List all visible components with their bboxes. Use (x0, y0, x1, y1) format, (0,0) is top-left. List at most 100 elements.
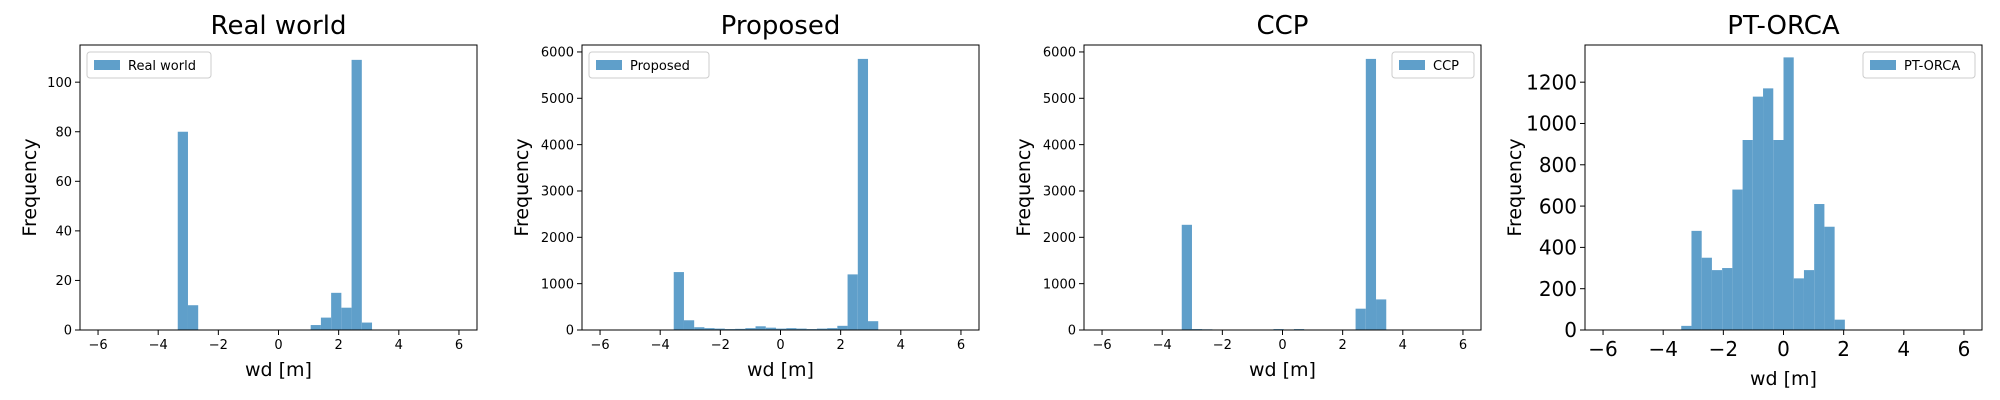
histogram-bar (1376, 299, 1387, 330)
histogram-bar (341, 307, 352, 330)
y-tick-label: 80 (55, 125, 72, 140)
y-tick-label: 1000 (1526, 112, 1577, 136)
histogram-bar (361, 322, 373, 330)
histogram-bar (1365, 58, 1377, 331)
y-tick-label: 2000 (1043, 231, 1076, 246)
legend-swatch (94, 60, 120, 70)
y-tick-label: 40 (55, 225, 72, 240)
y-tick-label: 5000 (541, 92, 574, 107)
legend-box (86, 51, 212, 79)
x-tick-label: −6 (1588, 337, 1617, 361)
y-tick-label: 0 (566, 324, 574, 339)
x-axis-label: wd [m] (1750, 368, 1817, 390)
histogram-bar (868, 321, 879, 330)
x-tick-label: 0 (776, 338, 784, 353)
histogram-bar (177, 131, 188, 330)
x-tick-label: −4 (1153, 338, 1172, 353)
histogram-bar (765, 327, 776, 330)
y-tick-label: 800 (1539, 153, 1577, 177)
x-tick-label: −4 (651, 338, 670, 353)
histogram-bar (310, 325, 321, 330)
histogram-bar (331, 292, 342, 330)
legend-swatch (1870, 60, 1896, 70)
x-tick-label: −6 (590, 338, 609, 353)
histogram-bar (816, 328, 828, 330)
y-tick-label: 6000 (1043, 46, 1076, 61)
y-tick-label: 1000 (1043, 277, 1076, 292)
chart-title: CCP (1257, 11, 1309, 41)
y-tick-label: 400 (1539, 236, 1577, 260)
legend-swatch (596, 60, 622, 70)
histogram-bar (735, 328, 746, 330)
y-tick-label: 0 (64, 324, 72, 339)
legend-box (1391, 51, 1475, 79)
legend: Real world (86, 51, 212, 79)
x-tick-label: −2 (1213, 338, 1232, 353)
histogram-bar (187, 305, 199, 330)
chart-title: Real world (211, 11, 347, 41)
x-axis-label: wd [m] (245, 359, 312, 381)
y-axis-label: Frequency (1504, 138, 1526, 236)
y-tick-label: 1000 (541, 277, 574, 292)
x-tick-label: 4 (1897, 337, 1910, 361)
x-tick-label: 2 (335, 338, 343, 353)
histogram-bar (1742, 140, 1753, 330)
x-tick-label: 4 (395, 338, 403, 353)
y-tick-label: 2000 (541, 231, 574, 246)
legend-label: Proposed (630, 59, 690, 74)
y-tick-label: 5000 (1043, 92, 1076, 107)
x-tick-label: 4 (1399, 338, 1407, 353)
legend: Proposed (588, 51, 710, 79)
histogram-bar (1681, 325, 1692, 330)
y-tick-label: 3000 (1043, 185, 1076, 200)
x-tick-label: 6 (957, 338, 965, 353)
histogram-bar (786, 328, 797, 330)
histogram-bar (745, 328, 756, 330)
y-tick-label: 0 (1564, 318, 1577, 342)
histogram-bar (1711, 270, 1723, 330)
y-tick-label: 200 (1539, 277, 1577, 301)
y-axis-label: Frequency (511, 138, 533, 236)
legend-swatch (1399, 60, 1425, 70)
histogram-bar (683, 320, 695, 330)
histogram-bar (1824, 226, 1835, 330)
x-tick-label: −2 (711, 338, 730, 353)
x-tick-label: −4 (1648, 337, 1677, 361)
histogram-bar (673, 272, 684, 330)
histogram-bar (1834, 319, 1845, 330)
subplot-4: −6 −4 −2 0 2 4 6 0 200 400 600 800 1000 1200 PT-ORCA wd… (1504, 11, 1983, 390)
y-tick-label: 600 (1539, 194, 1577, 218)
y-tick-label: 20 (55, 274, 72, 289)
histogram-bar (755, 326, 766, 330)
histogram-bar (857, 58, 869, 331)
y-axis-label: Frequency (1013, 138, 1035, 236)
x-tick-label: 0 (1777, 337, 1790, 361)
y-axis-label: Frequency (19, 138, 41, 236)
histogram-bar (827, 328, 838, 330)
histogram-bar (1722, 268, 1733, 330)
x-axis-label: wd [m] (1249, 359, 1316, 381)
subplot-2: −6 −4 −2 0 2 4 6 0 1000 2000 3000 4000 5000 6000 Propo… (511, 11, 980, 381)
histogram-bar (1814, 204, 1825, 330)
histogram-bar (1752, 96, 1764, 330)
histogram-bar (704, 328, 715, 330)
x-tick-label: 6 (455, 338, 463, 353)
y-tick-label: 0 (1068, 324, 1076, 339)
histogram-bar (837, 325, 848, 330)
histogram-bar (1763, 88, 1774, 330)
y-tick-label: 1200 (1526, 70, 1577, 94)
x-tick-label: 2 (837, 338, 845, 353)
y-tick-label: 6000 (541, 46, 574, 61)
chart-title: PT-ORCA (1727, 11, 1840, 41)
x-tick-label: 6 (1459, 338, 1467, 353)
legend-box (588, 51, 710, 79)
y-tick-label: 3000 (541, 185, 574, 200)
histogram-bar (1793, 278, 1804, 330)
x-tick-label: 4 (897, 338, 905, 353)
legend-label: CCP (1433, 59, 1459, 74)
histogram-bar (847, 274, 858, 330)
histogram-bar (775, 328, 787, 330)
histogram-bar (351, 59, 362, 330)
y-tick-label: 4000 (1043, 138, 1076, 153)
